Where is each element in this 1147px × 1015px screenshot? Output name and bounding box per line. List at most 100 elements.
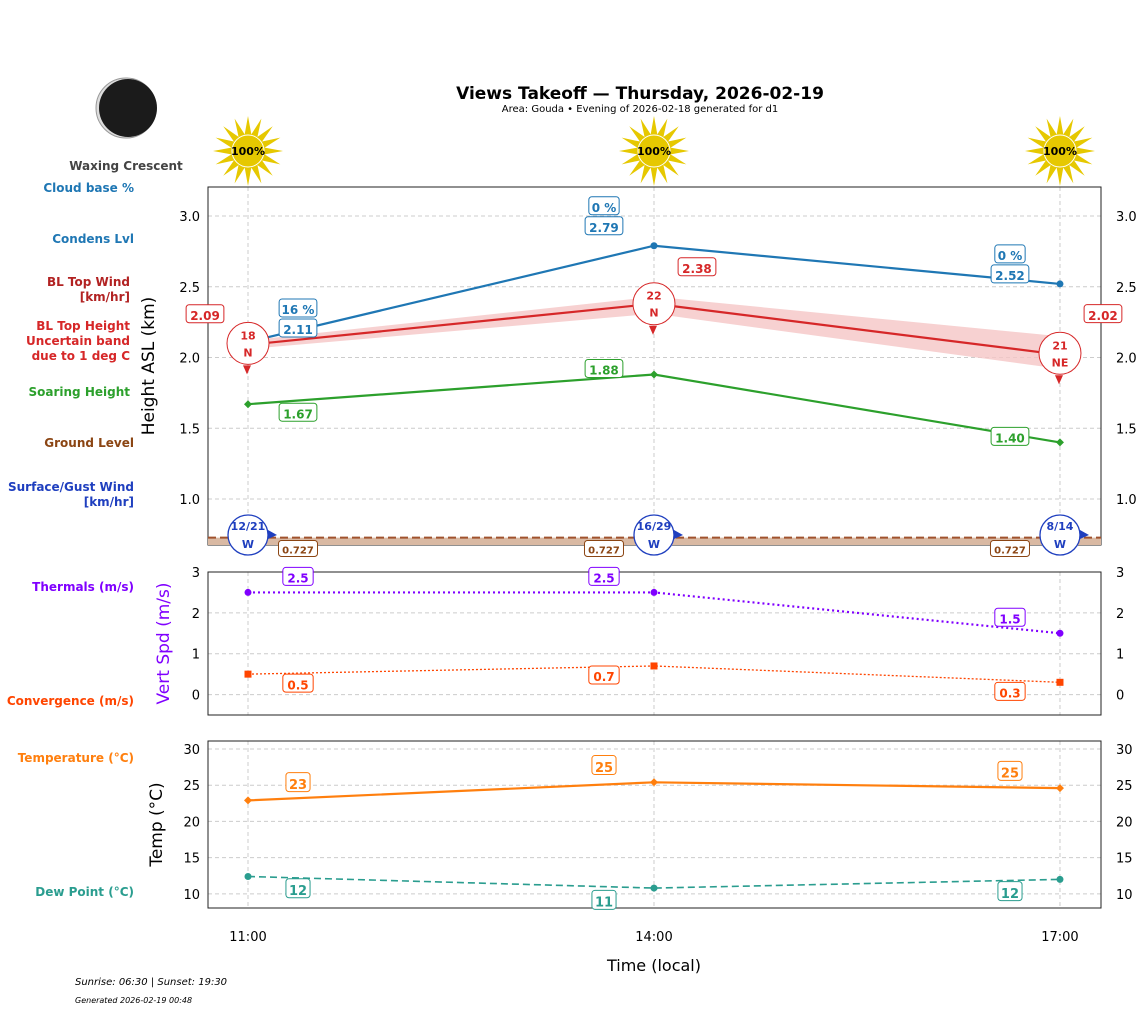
- dewpoint-value: 12: [289, 884, 307, 899]
- bl-top-value-box: [1083, 304, 1123, 324]
- surface-wind-dir: W: [648, 538, 660, 551]
- cloud-base-percent: 16 %: [282, 303, 315, 317]
- soaring-point: [649, 370, 658, 379]
- dewpoint-value-box: [591, 889, 617, 910]
- y-tick-label: 1.0: [179, 493, 200, 508]
- surface-wind-speed: 16/29: [637, 520, 672, 533]
- thermals-point: [650, 588, 658, 596]
- legend-label-surface_wind: Surface/Gust Wind: [8, 480, 134, 494]
- moon-phase-label: Waxing Crescent: [69, 159, 183, 173]
- cloud-base-percent-box: [278, 298, 318, 318]
- surface-wind-speed: 12/21: [231, 520, 266, 533]
- legend-label-bl_height: BL Top Height: [36, 319, 130, 333]
- chart-subtitle: Area: Gouda • Evening of 2026-02-18 gene…: [502, 104, 778, 115]
- y-tick-label-right: 1.0: [1116, 493, 1137, 508]
- y-tick-label: 30: [183, 743, 200, 758]
- y-tick-label: 3.0: [179, 210, 200, 225]
- thermal-value-box: [588, 566, 620, 586]
- legend-label-condens: Condens Lvl: [52, 232, 134, 246]
- sun-percent: 100%: [637, 145, 671, 158]
- x-tick-label: 11:00: [229, 930, 266, 945]
- temperature-value: 25: [595, 761, 613, 776]
- legend-label-bl_wind: BL Top Wind: [47, 275, 130, 289]
- surface-wind-speed: 8/14: [1046, 520, 1073, 533]
- cloud-base-percent: 0 %: [998, 249, 1023, 263]
- wind-arrow-icon: [673, 530, 683, 539]
- chart-title: Views Takeoff — Thursday, 2026-02-19: [456, 84, 824, 104]
- cloud-base-percent-box: [994, 244, 1026, 264]
- bl-wind-dir: NE: [1052, 356, 1069, 369]
- ground-value: 0.727: [282, 546, 314, 557]
- y-tick-label-right: 10: [1116, 888, 1133, 903]
- convergence-value: 0.7: [593, 670, 614, 684]
- surface-wind-dir: W: [1054, 538, 1066, 551]
- convergence-point: [1056, 678, 1064, 686]
- condens-point: [1056, 280, 1064, 288]
- thermal-value: 2.5: [593, 572, 614, 586]
- temperature-point: [1055, 784, 1064, 793]
- convergence-line: [247, 665, 1061, 683]
- legend-label-convergence: Convergence (m/s): [7, 694, 134, 708]
- soaring-value-box: [584, 358, 624, 378]
- bl-wind-speed: 21: [1052, 339, 1067, 352]
- thermal-value: 2.5: [287, 572, 308, 586]
- wind-arrow-icon: [1054, 375, 1063, 385]
- y-tick-label-right: 3: [1116, 566, 1124, 581]
- y-tick-label: 3: [192, 566, 200, 581]
- panel-frame: [207, 740, 1102, 909]
- temperature-value: 25: [1001, 767, 1019, 782]
- bl-top-value: 2.38: [682, 262, 712, 276]
- thermals-point: [1056, 629, 1064, 637]
- convergence-point: [650, 662, 658, 670]
- bl-wind-barb-icon: [226, 321, 270, 365]
- y-tick-label-right: 3.0: [1116, 210, 1137, 225]
- convergence-value-box: [588, 665, 620, 685]
- moon-icon: [95, 77, 157, 139]
- convergence-value: 0.5: [287, 678, 308, 692]
- ground-value: 0.727: [994, 546, 1026, 557]
- legend-label-dewpoint: Dew Point (°C): [35, 885, 134, 899]
- bl-top-value: 2.09: [190, 309, 220, 323]
- bl-wind-barb-icon: [632, 282, 676, 326]
- condens-value: 2.79: [589, 221, 619, 235]
- dewpoint-value-box: [997, 881, 1023, 902]
- sun-percent: 100%: [231, 145, 265, 158]
- y-tick-label-right: 1: [1116, 648, 1124, 663]
- dewpoint-line: [247, 875, 1060, 889]
- temperature-point: [244, 796, 252, 805]
- condens-value-box: [278, 318, 318, 338]
- legend-label-surface_wind: [km/hr]: [84, 495, 134, 509]
- dewpoint-value-box: [285, 878, 311, 899]
- panel-frame: [207, 186, 1102, 546]
- y-tick-label-right: 30: [1116, 743, 1133, 758]
- x-axis-label: Time (local): [606, 956, 701, 975]
- thermal-value: 1.5: [999, 612, 1020, 626]
- bl-wind-dir: N: [649, 307, 658, 320]
- y-tick-label: 25: [183, 779, 200, 794]
- y-tick-label-right: 1.5: [1116, 422, 1137, 437]
- soaring-value-box: [990, 426, 1030, 446]
- condens-value-box: [584, 216, 624, 236]
- bl-top-value: 2.02: [1088, 309, 1118, 323]
- legend-label-thermals: Thermals (m/s): [32, 580, 134, 594]
- legend-label-cloud: Cloud base %: [43, 181, 134, 195]
- ground-value-box: [583, 540, 624, 557]
- soaring-value: 1.40: [995, 432, 1025, 446]
- ground-value-box: [278, 540, 318, 557]
- legend-label-ground: Ground Level: [44, 436, 134, 450]
- temperature-point: [649, 778, 658, 787]
- cloud-base-percent-box: [588, 196, 620, 216]
- sun-disc: [1043, 134, 1077, 168]
- thermal-value-box: [282, 566, 314, 586]
- temperature-value-box: [997, 760, 1023, 781]
- bl-wind-speed: 18: [240, 329, 255, 342]
- legend-label-bl_height: Uncertain band: [26, 334, 130, 348]
- legend-label-temperature: Temperature (°C): [18, 751, 134, 765]
- y-axis-label: Height ASL (km): [139, 297, 159, 436]
- thermals-point: [244, 588, 252, 596]
- y-tick-label-right: 0: [1116, 689, 1124, 704]
- legend-label-bl_height: due to 1 deg C: [32, 349, 131, 363]
- y-tick-label-right: 25: [1116, 779, 1133, 794]
- sun-disc: [637, 134, 671, 168]
